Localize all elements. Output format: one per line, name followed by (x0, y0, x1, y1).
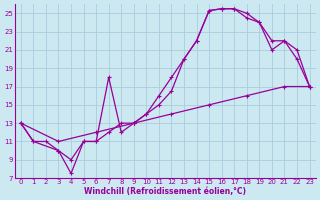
X-axis label: Windchill (Refroidissement éolien,°C): Windchill (Refroidissement éolien,°C) (84, 187, 246, 196)
